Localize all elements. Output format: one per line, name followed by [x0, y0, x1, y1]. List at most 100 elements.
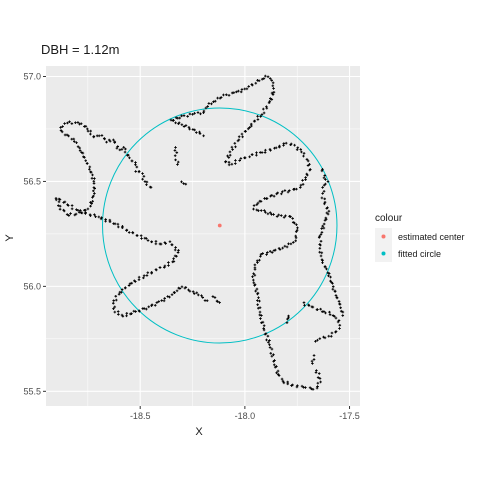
scan-point [321, 224, 324, 228]
scan-point [193, 111, 196, 115]
scan-point [198, 130, 201, 134]
scan-point [320, 251, 324, 255]
fitted-circle-layer [102, 107, 338, 344]
scan-point [323, 336, 327, 340]
scan-point [258, 199, 262, 203]
scan-point [256, 118, 260, 121]
scan-point [295, 228, 299, 232]
scan-point [239, 157, 243, 160]
scan-point [334, 294, 338, 297]
scan-point [319, 233, 323, 236]
scan-point [89, 214, 92, 218]
scan-point [188, 127, 191, 131]
scan-point [275, 371, 278, 375]
scan-point [59, 129, 63, 132]
scan-point [329, 334, 333, 338]
scan-point [256, 201, 260, 205]
scan-point [180, 285, 184, 289]
scan-point [238, 159, 241, 162]
scan-point [100, 216, 103, 220]
scan-point [321, 186, 324, 189]
scan-point [191, 290, 195, 293]
scan-point [160, 299, 164, 302]
scan-point [311, 305, 315, 309]
scan-point [272, 87, 275, 90]
scan-point [289, 215, 292, 219]
scan-point [126, 154, 129, 157]
scan-point [130, 312, 133, 316]
scan-point [75, 141, 78, 144]
scan-point [76, 208, 80, 212]
scan-point [128, 282, 132, 285]
scan-point [88, 167, 91, 171]
scan-point [319, 307, 322, 311]
scan-point [79, 209, 82, 212]
scan-point [326, 212, 330, 216]
scan-point [73, 213, 77, 217]
scan-point [282, 381, 286, 385]
scan-point [162, 299, 166, 303]
scan-point [234, 159, 237, 162]
scan-point [227, 163, 231, 167]
scan-point [62, 208, 65, 212]
scan-point [240, 132, 244, 136]
scan-point [291, 217, 294, 220]
scan-point [255, 208, 259, 212]
scan-point [142, 276, 145, 280]
minor-gridlines [46, 66, 360, 406]
scan-point [182, 125, 186, 128]
scan-point [81, 151, 85, 155]
estimated-center-layer [217, 223, 222, 228]
scan-point [325, 267, 328, 271]
scan-point [304, 176, 307, 179]
scan-point [164, 242, 167, 245]
scan-point [271, 93, 275, 96]
scan-point [137, 275, 141, 279]
scan-point [311, 388, 315, 391]
scan-point [84, 124, 88, 128]
scan-point [326, 271, 330, 275]
scan-point [299, 186, 302, 189]
scan-point [92, 135, 95, 139]
scan-point [257, 79, 261, 83]
scan-point [321, 261, 324, 264]
scan-point [76, 145, 80, 148]
scan-point [264, 74, 267, 78]
scan-point [262, 77, 266, 80]
scan-point [57, 204, 60, 207]
scan-point [225, 93, 228, 97]
scan-point [257, 209, 260, 213]
scan-point [108, 220, 112, 224]
scan-point [143, 180, 147, 183]
scan-point [168, 295, 171, 299]
scan-point [112, 307, 115, 310]
scan-point [254, 81, 258, 85]
scan-point [174, 146, 177, 149]
scan-point [302, 154, 305, 158]
scan-point [200, 294, 203, 297]
scan-point [137, 278, 141, 281]
scan-point [97, 215, 101, 219]
scan-point [289, 142, 293, 146]
scan-point [295, 223, 298, 227]
scan-point [154, 268, 158, 271]
scan-point [123, 150, 127, 154]
scan-point [279, 214, 283, 217]
scan-point [100, 134, 104, 137]
scan-point [317, 236, 321, 239]
scan-point [271, 81, 275, 85]
scan-point [216, 96, 219, 100]
scan-point [86, 127, 89, 131]
scan-point [320, 169, 324, 173]
scan-point [170, 293, 174, 296]
scan-point [285, 321, 289, 324]
scan-point [63, 122, 66, 125]
y-tick-label: 57.0 [23, 71, 41, 81]
scan-point [174, 246, 177, 249]
scan-point [134, 163, 137, 166]
scan-point [323, 197, 327, 201]
scan-point [90, 176, 94, 180]
scan-point [328, 313, 332, 316]
scan-point [85, 162, 89, 165]
